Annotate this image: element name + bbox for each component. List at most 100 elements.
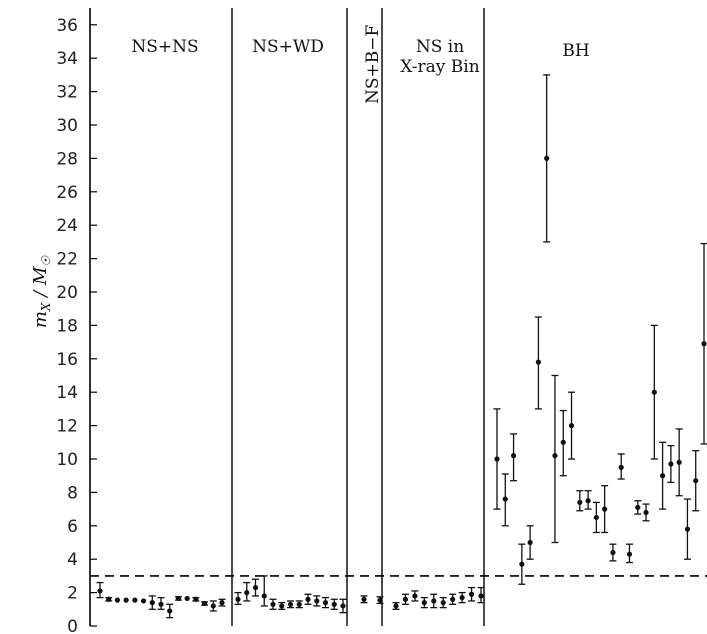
point-marker [568, 423, 575, 429]
data-points [96, 74, 707, 619]
y-tick-label: 32 [56, 83, 78, 103]
data-point [609, 543, 617, 562]
point-marker [393, 603, 399, 609]
data-point [148, 595, 156, 610]
data-point [376, 596, 384, 605]
point-marker [502, 496, 508, 502]
data-point [105, 596, 113, 602]
y-tick-label: 34 [56, 49, 78, 69]
point-marker [140, 598, 147, 604]
point-marker [158, 601, 164, 607]
data-point [439, 596, 447, 609]
data-point [576, 490, 584, 512]
point-marker [527, 539, 533, 546]
data-point [140, 598, 147, 604]
data-point [260, 575, 268, 607]
data-point [634, 500, 642, 515]
point-marker [361, 596, 367, 602]
point-marker [287, 601, 294, 607]
point-marker [510, 453, 517, 459]
data-point [675, 428, 683, 497]
data-point [252, 578, 259, 597]
y-tick-label: 26 [56, 183, 78, 203]
point-marker [602, 506, 608, 512]
data-point [339, 598, 347, 614]
data-point [534, 316, 542, 410]
data-point [304, 593, 312, 605]
point-marker [660, 473, 666, 479]
data-point [401, 593, 409, 605]
data-point [313, 595, 321, 607]
data-point [543, 74, 551, 243]
data-point [360, 595, 368, 604]
section-label: X-ray Bin [400, 57, 479, 77]
data-point [493, 408, 501, 510]
y-tick-label: 28 [56, 149, 78, 169]
point-marker [331, 601, 337, 607]
data-point [683, 498, 691, 560]
point-marker [560, 439, 566, 445]
point-marker [340, 603, 346, 609]
data-point [166, 603, 174, 619]
data-point [518, 543, 526, 585]
y-tick-label: 16 [56, 350, 78, 370]
point-marker [610, 549, 616, 556]
data-point [234, 591, 242, 605]
data-point [625, 543, 633, 564]
section-labels: NS+NS NS+WD NS+B−F NS inX-ray Bin BH [131, 24, 589, 104]
data-point [295, 600, 303, 609]
data-point [592, 501, 600, 534]
point-marker [593, 514, 599, 521]
point-marker [305, 596, 311, 602]
point-marker [618, 464, 624, 470]
data-point [584, 490, 592, 510]
point-marker [693, 478, 699, 484]
data-point [468, 586, 476, 602]
data-point [201, 600, 209, 607]
point-marker [314, 598, 320, 604]
point-marker [193, 596, 199, 602]
data-point [667, 444, 675, 484]
y-tick-label: 30 [56, 116, 78, 136]
point-marker [252, 584, 259, 591]
y-tick-label: 10 [56, 450, 78, 470]
y-tick-label: 20 [56, 283, 78, 303]
point-marker [643, 509, 649, 516]
data-point [218, 598, 226, 607]
data-point [551, 374, 559, 544]
section-dividers [231, 8, 485, 626]
y-axis-label: mX / M☉ [30, 255, 53, 329]
point-marker [114, 597, 121, 603]
data-point [322, 596, 329, 609]
data-point [659, 441, 667, 510]
section-label: NS+B−F [363, 24, 383, 104]
data-point [650, 324, 658, 460]
data-point [420, 596, 428, 609]
point-marker [440, 600, 446, 606]
point-marker [651, 389, 657, 395]
section-label: NS in [416, 37, 464, 57]
point-marker [577, 499, 583, 506]
point-marker [261, 593, 267, 599]
data-point [501, 473, 509, 527]
data-point [132, 597, 138, 603]
point-marker [175, 595, 182, 602]
point-marker [270, 601, 276, 607]
point-marker [544, 155, 550, 161]
point-marker [123, 597, 129, 603]
point-marker [668, 461, 674, 467]
section-label: NS+NS [131, 37, 198, 57]
data-point [617, 453, 625, 480]
point-marker [626, 551, 633, 557]
section-label: BH [562, 41, 589, 61]
data-point [123, 597, 129, 603]
point-marker [322, 600, 329, 606]
point-marker [676, 459, 682, 465]
point-marker [167, 608, 173, 614]
data-point [96, 581, 104, 599]
point-marker [635, 504, 641, 511]
y-tick-label: 0 [67, 617, 78, 634]
y-tick-label: 24 [56, 216, 78, 236]
point-marker [494, 456, 500, 462]
